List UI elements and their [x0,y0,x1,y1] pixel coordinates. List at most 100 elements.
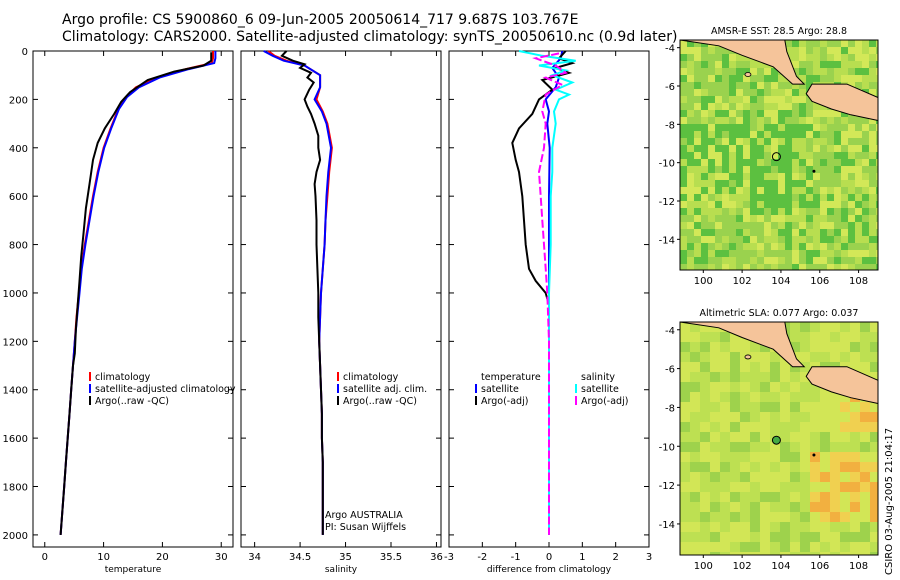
sumatra-land [679,39,806,85]
sst_map-cell [806,75,813,82]
sst_map-cell [841,166,848,173]
sst_map-cell [743,110,750,117]
sst_map-cell [694,201,701,208]
sla_map-cell [680,542,690,552]
sla_map-cell [700,462,710,472]
sla_map-cell [870,412,878,422]
sst_map-cell [841,40,848,47]
sst_map-cell [764,110,771,117]
sla_map-cell [800,482,810,492]
sla_map-cell [820,482,830,492]
difference-left-legend-label: temperature [481,372,541,383]
sst_map-cell [799,180,806,187]
sst_map-cell [680,236,687,243]
sst_map-cell [722,103,729,110]
sst_map-cell [722,208,729,215]
sla_map-cell [840,462,850,472]
sst_map-cell [750,215,757,222]
sst_map-cell [778,166,785,173]
sst_map-cell [722,180,729,187]
sst_map-cell [687,194,694,201]
sst_map-cell [729,138,736,145]
sla_map-cell [700,372,710,382]
sst_map-cell [743,61,750,68]
sst_map-cell [813,110,820,117]
sla_map-cell [870,512,878,522]
sla_map-cell [850,492,860,502]
sst_map-cell [736,215,743,222]
sst_map-cell [792,201,799,208]
sst_map-cell [764,96,771,103]
sst_map-xtick-label: 108 [849,276,868,287]
sla_map-cell [690,502,700,512]
sst_map-cell [757,138,764,145]
sla_map-cell [730,412,740,422]
sst_map-cell [680,264,687,270]
sst_map-cell [743,145,750,152]
sst_map-cell [785,187,792,194]
sla_map-cell [750,352,760,362]
sla_map-cell [870,372,878,382]
salinity-series-line [280,50,324,535]
sst_map-cell [701,82,708,89]
sst_map-cell [736,82,743,89]
sst_map-cell [820,110,827,117]
sst_map-cell [820,194,827,201]
sst_map-cell [876,201,878,208]
sst_map-ytick-label: -10 [659,159,675,170]
sla_map-cell [700,502,710,512]
sst_map-cell [743,82,750,89]
sst_map-cell [757,75,764,82]
sst_map-cell [799,61,806,68]
sla_map-cell [870,432,878,442]
sla_map-cell [710,522,720,532]
sst_map-cell [687,131,694,138]
sst_map-cell [855,47,862,54]
sst_map-cell [841,124,848,131]
sst_map-cell [862,187,869,194]
sla_map-cell [750,392,760,402]
sla_map-cell [720,342,730,352]
sla_map-cell [870,502,878,512]
sst_map-cell [687,236,694,243]
sla_map-cell [850,542,860,552]
sst_map-cell [778,180,785,187]
sst_map-cell [757,222,764,229]
sst_map-cell [806,124,813,131]
sst_map-cell [862,131,869,138]
salinity-xtick-label: 35.5 [380,552,402,563]
sst_map-cell [813,68,820,75]
sst_map-cell [743,229,750,236]
sst_map-cell [729,166,736,173]
sst_map-cell [708,110,715,117]
sst_map-cell [869,194,876,201]
sst_map-cell [722,82,729,89]
sla_map-cell [710,452,720,462]
sst_map-cell [792,159,799,166]
sla_map-cell [730,532,740,542]
sla_map-cell [780,532,790,542]
sst_map-cell [757,96,764,103]
sst_map-cell [715,110,722,117]
sst_map-cell [806,264,813,270]
sla_map-cell [790,412,800,422]
sst_map-cell [715,229,722,236]
sla_map-cell [850,532,860,542]
christmas-island [812,453,816,457]
sst_map-cell [855,82,862,89]
sla_map-cell [700,552,710,555]
sst_map-cell [701,180,708,187]
sla_map-cell [860,492,870,502]
sst_map-cell [715,159,722,166]
sst_map-cell [806,61,813,68]
sla_map-cell [750,372,760,382]
sst_map-cell [862,47,869,54]
sla_map-cell [850,502,860,512]
sst_map-cell [715,264,722,270]
salinity-xtick-label: 34.5 [289,552,311,563]
sst_map-cell [764,145,771,152]
sla_map-cell [800,542,810,552]
sst_map-cell [701,159,708,166]
sst_map-cell [715,257,722,264]
sla_map-cell [710,352,720,362]
